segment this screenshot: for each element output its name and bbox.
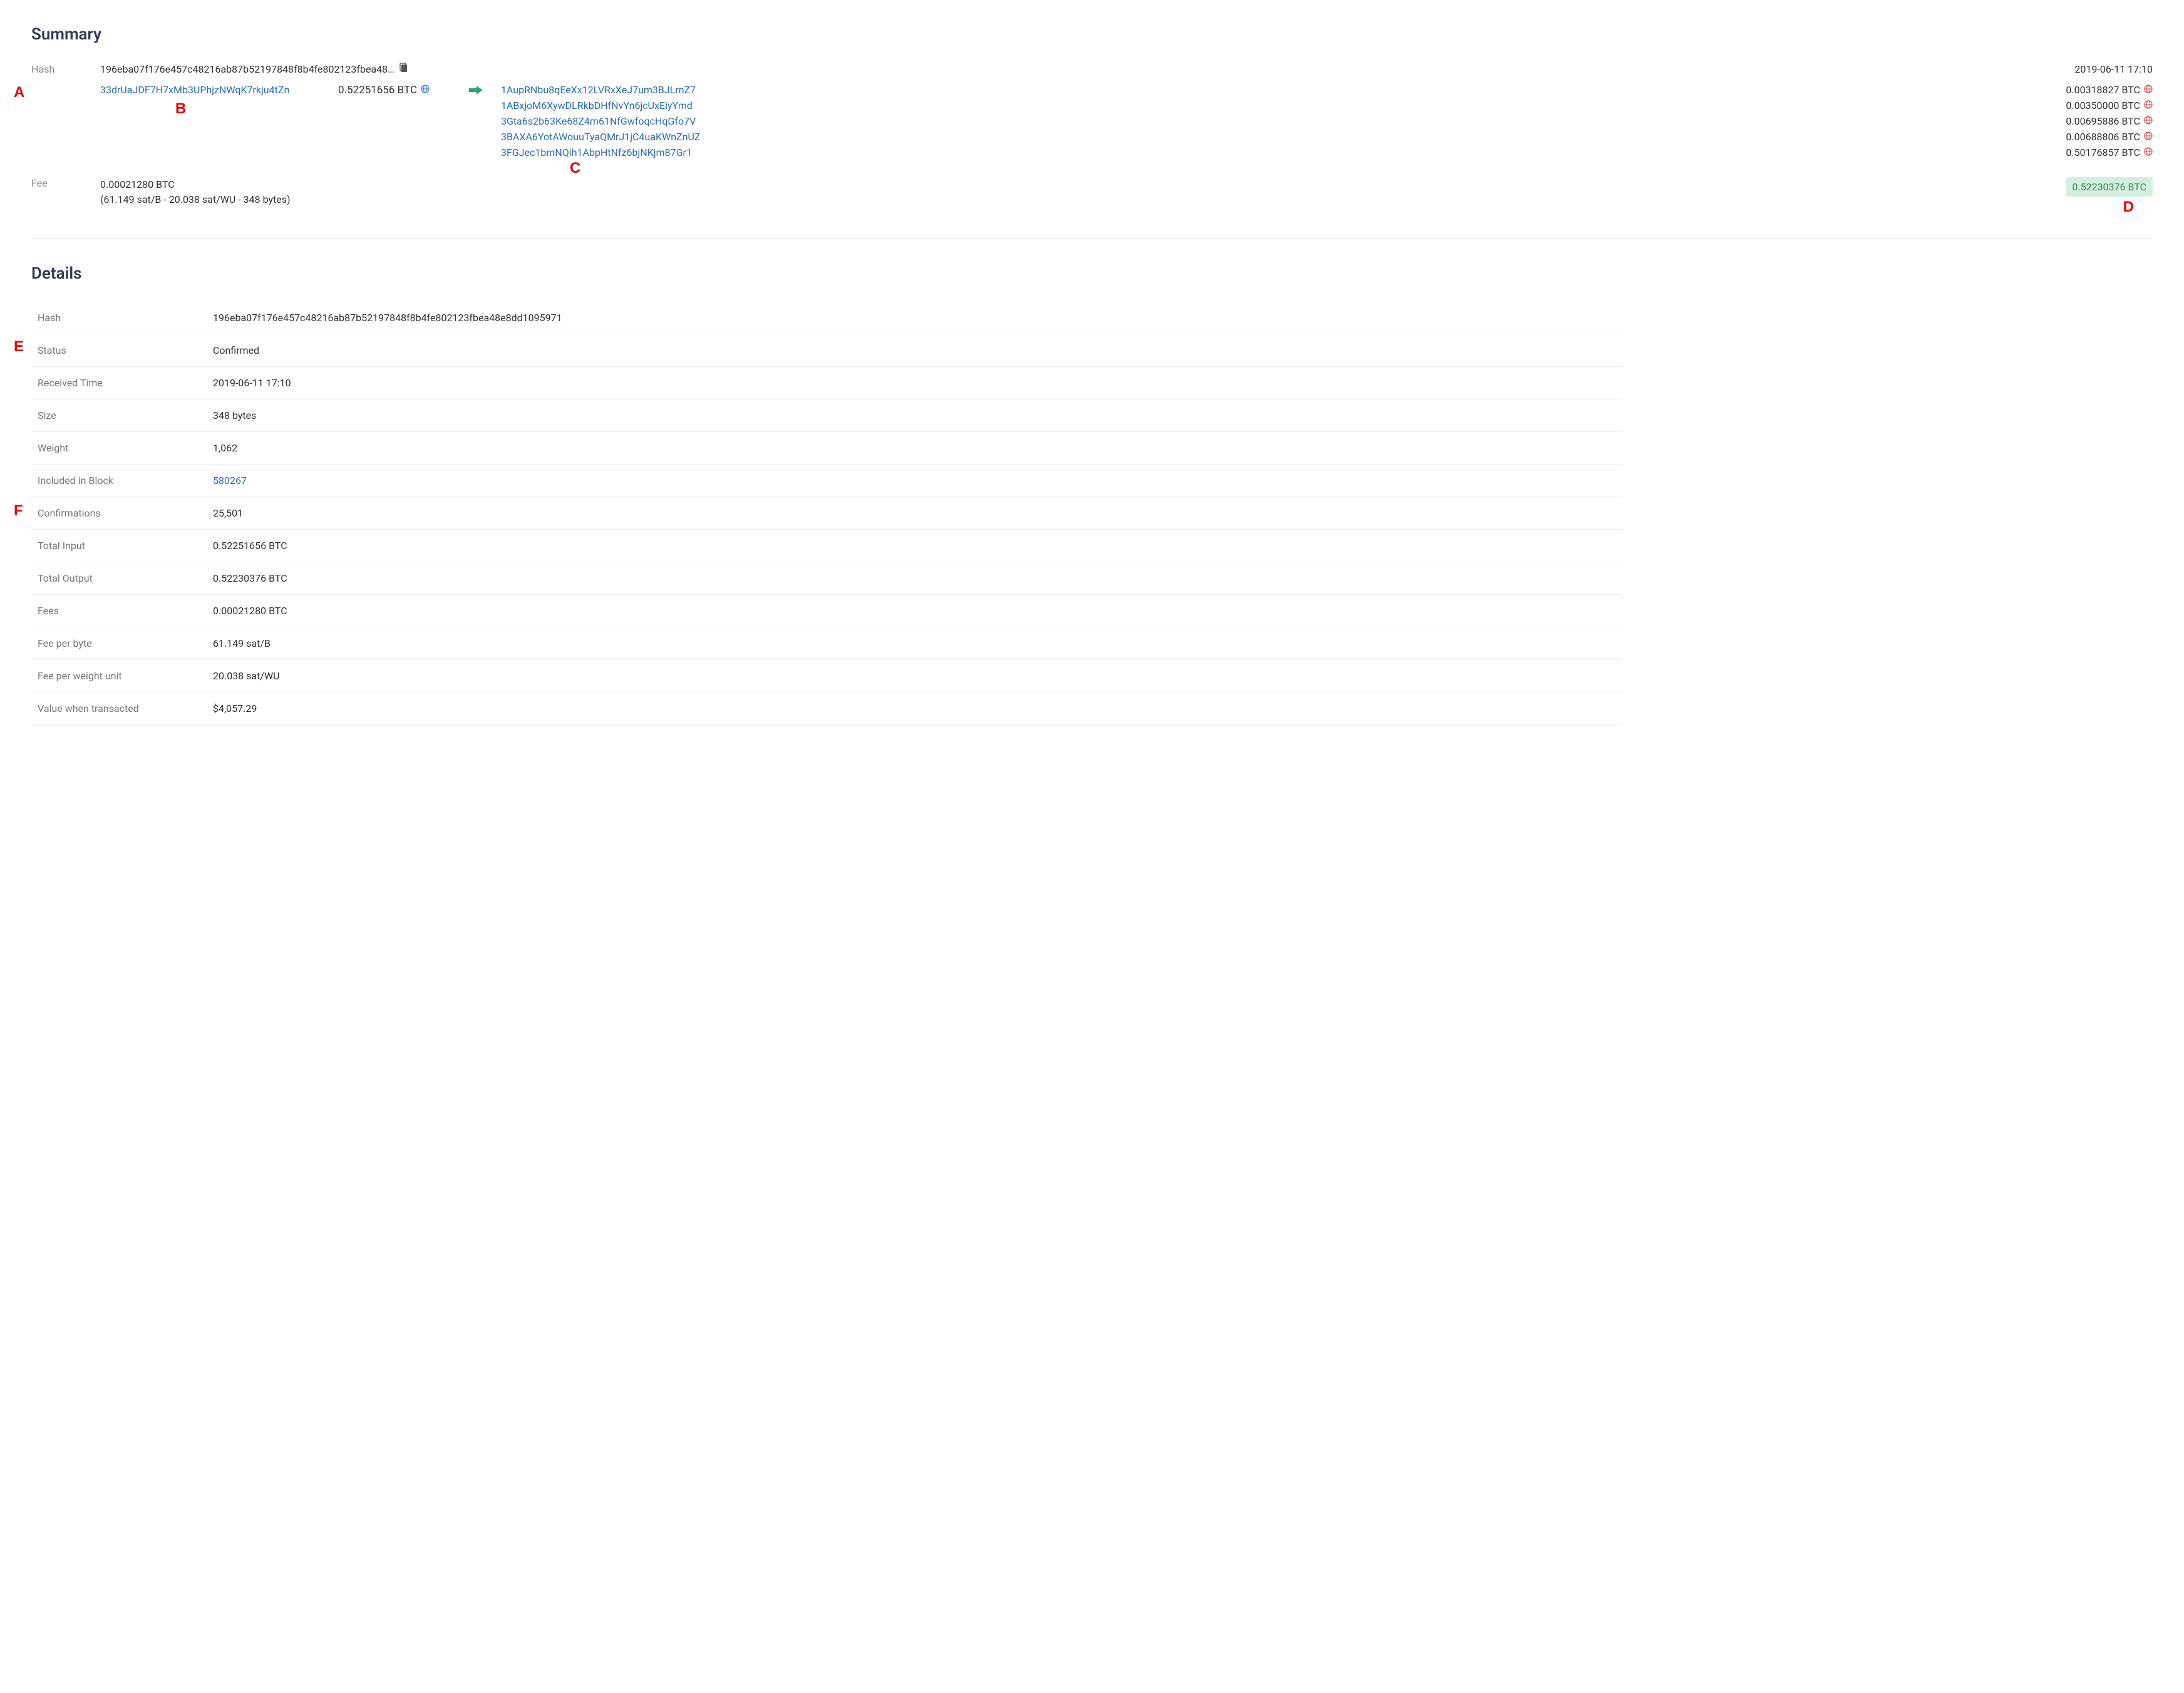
- output-line: 1ABxjoM6XywDLRkbDHfNvYn6jcUxEiyYmd 0.0035…: [501, 100, 2153, 111]
- detail-key: Received Time: [31, 367, 207, 399]
- annotation-e: E: [14, 338, 24, 356]
- input-address[interactable]: 33drUaJDF7H7xMb3UPhjzNWqK7rkju4tZn: [100, 84, 289, 96]
- details-row: Received Time2019-06-11 17:10: [31, 367, 1622, 399]
- details-row: Fee per byte61.149 sat/B: [31, 627, 1622, 660]
- details-table: Hash196eba07f176e457c48216ab87b52197848f…: [31, 302, 1622, 725]
- output-amount: 0.50176857 BTC: [2066, 147, 2140, 158]
- tx-hash-truncated[interactable]: 196eba07f176e457c48216ab87b52197848f8b4f…: [100, 63, 394, 75]
- detail-value: 25,501: [207, 497, 1622, 530]
- detail-key: Status: [31, 334, 207, 367]
- detail-value: 61.149 sat/B: [207, 627, 1622, 660]
- output-amount: 0.00318827 BTC: [2066, 84, 2140, 96]
- detail-key: Size: [31, 399, 207, 432]
- input-amount: 0.52251656 BTC: [338, 84, 417, 96]
- details-row: Confirmations25,501: [31, 497, 1622, 530]
- output-address[interactable]: 1ABxjoM6XywDLRkbDHfNvYn6jcUxEiyYmd: [501, 100, 2027, 111]
- detail-value: 2019-06-11 17:10: [207, 367, 1622, 399]
- globe-icon[interactable]: [2144, 131, 2153, 143]
- detail-value: Confirmed: [207, 334, 1622, 367]
- detail-key: Weight: [31, 432, 207, 465]
- details-row: Value when transacted$4,057.29: [31, 692, 1622, 725]
- arrow-icon: [469, 85, 483, 98]
- output-amount: 0.00350000 BTC: [2066, 100, 2140, 111]
- summary-title: Summary: [31, 25, 2153, 44]
- detail-key: Total Output: [31, 562, 207, 595]
- details-row: Weight1,062: [31, 432, 1622, 465]
- detail-value: 0.52251656 BTC: [207, 530, 1622, 562]
- fee-amount: 0.00021280 BTC: [100, 177, 2066, 192]
- output-address[interactable]: 3BAXA6YotAWouuTyaQMrJ1jC4uaKWnZnUZ: [501, 131, 2027, 143]
- details-row: StatusConfirmed: [31, 334, 1622, 367]
- detail-key: Included in Block: [31, 465, 207, 497]
- annotation-a: A: [14, 84, 24, 101]
- detail-key: Value when transacted: [31, 692, 207, 725]
- detail-key: Fees: [31, 595, 207, 627]
- output-line: 3Gta6s2b63Ke68Z4m61NfGwfoqcHqGfo7V 0.0069…: [501, 115, 2153, 127]
- detail-value: 0.52230376 BTC: [207, 562, 1622, 595]
- details-title: Details: [31, 264, 2153, 283]
- output-amount: 0.00695886 BTC: [2066, 115, 2140, 127]
- globe-icon[interactable]: [2144, 84, 2153, 96]
- output-address[interactable]: 3FGJec1bmNQih1AbpHtNfz6bjNKjm87Gr1: [501, 147, 2027, 158]
- output-line: 3BAXA6YotAWouuTyaQMrJ1jC4uaKWnZnUZ 0.0068…: [501, 131, 2153, 143]
- details-row: Included in Block 580267: [31, 465, 1622, 497]
- detail-value: 0.00021280 BTC: [207, 595, 1622, 627]
- output-line: 1AupRNbu8qEeXx12LVRxXeJ7um3BJLrnZ7 0.0031…: [501, 84, 2153, 96]
- output-amount: 0.00688806 BTC: [2066, 131, 2140, 143]
- details-row: Fee per weight unit20.038 sat/WU: [31, 660, 1622, 692]
- output-address[interactable]: 1AupRNbu8qEeXx12LVRxXeJ7um3BJLrnZ7: [501, 84, 2027, 96]
- fee-label: Fee: [31, 177, 100, 189]
- clipboard-icon[interactable]: [399, 63, 408, 75]
- output-address[interactable]: 3Gta6s2b63Ke68Z4m61NfGwfoqcHqGfo7V: [501, 115, 2027, 127]
- annotation-c: C: [570, 160, 580, 177]
- details-row: Total Output0.52230376 BTC: [31, 562, 1622, 595]
- detail-value: 348 bytes: [207, 399, 1622, 432]
- detail-value: $4,057.29: [207, 692, 1622, 725]
- annotation-f: F: [14, 502, 23, 520]
- detail-value: 1,062: [207, 432, 1622, 465]
- tx-timestamp: 2019-06-11 17:10: [2074, 63, 2153, 75]
- annotation-d: D: [2123, 198, 2134, 216]
- details-row: Hash196eba07f176e457c48216ab87b52197848f…: [31, 302, 1622, 334]
- detail-key: Confirmations: [31, 497, 207, 530]
- detail-value: 196eba07f176e457c48216ab87b52197848f8b4f…: [207, 302, 1622, 334]
- detail-value: 20.038 sat/WU: [207, 660, 1622, 692]
- hash-label: Hash: [31, 63, 100, 75]
- globe-icon[interactable]: [421, 84, 430, 96]
- globe-icon[interactable]: [2144, 147, 2153, 158]
- detail-key: Fee per byte: [31, 627, 207, 660]
- details-row: Fees0.00021280 BTC: [31, 595, 1622, 627]
- annotation-b: B: [175, 100, 186, 118]
- details-row: Size348 bytes: [31, 399, 1622, 432]
- details-row: Total Input0.52251656 BTC: [31, 530, 1622, 562]
- globe-icon[interactable]: [2144, 100, 2153, 111]
- globe-icon[interactable]: [2144, 115, 2153, 127]
- detail-key: Fee per weight unit: [31, 660, 207, 692]
- fee-breakdown: (61.149 sat/B - 20.038 sat/WU - 348 byte…: [100, 192, 2066, 207]
- output-line: 3FGJec1bmNQih1AbpHtNfz6bjNKjm87Gr1 0.5017…: [501, 147, 2153, 158]
- detail-key: Total Input: [31, 530, 207, 562]
- total-output-badge: 0.52230376 BTC: [2066, 177, 2153, 197]
- block-link[interactable]: 580267: [213, 475, 247, 486]
- detail-value: 580267: [207, 465, 1622, 497]
- detail-key: Hash: [31, 302, 207, 334]
